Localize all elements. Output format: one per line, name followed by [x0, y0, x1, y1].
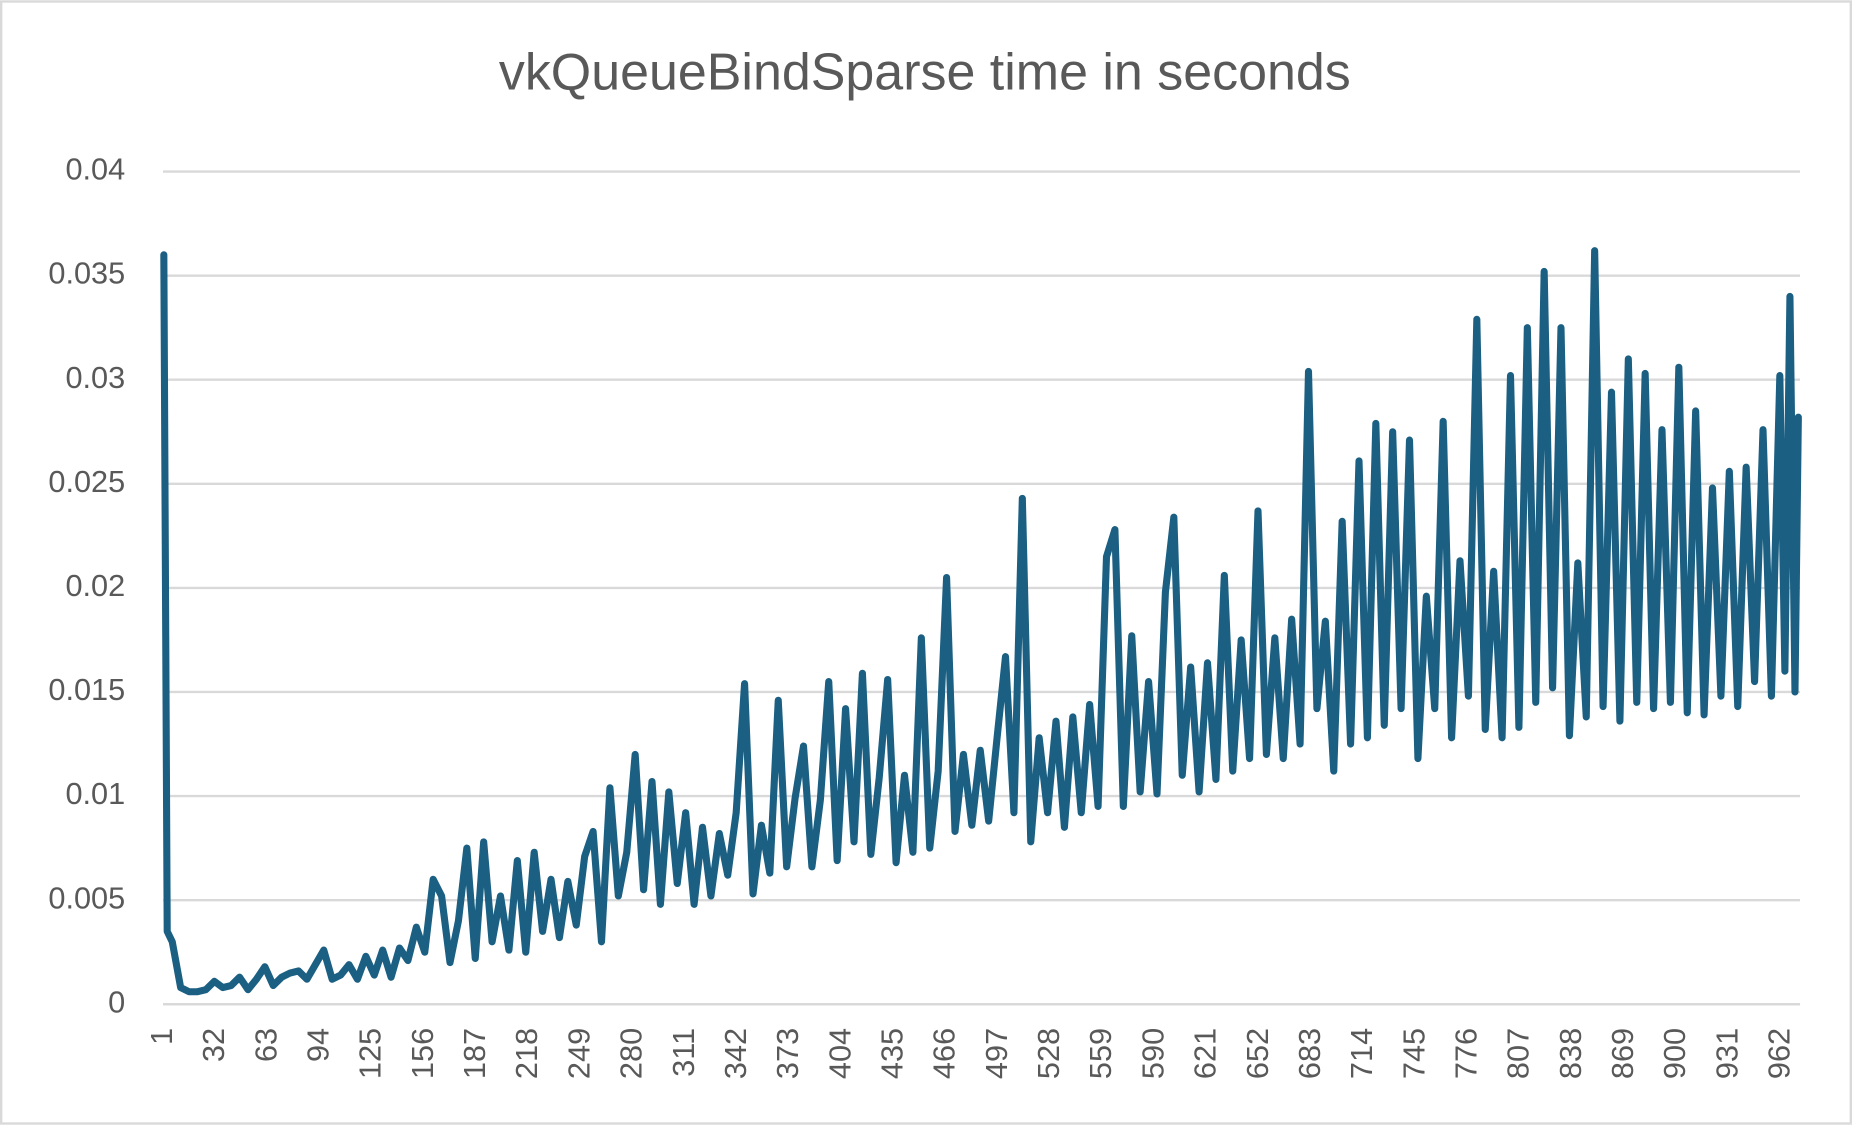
x-tick-label: 621: [1188, 1028, 1223, 1079]
x-tick-label: 528: [1031, 1028, 1066, 1079]
x-tick-label: 745: [1396, 1028, 1431, 1079]
y-tick-label: 0.025: [48, 464, 125, 499]
x-tick-label: 311: [666, 1028, 701, 1077]
x-tick-label: 249: [561, 1028, 596, 1079]
x-tick-label: 497: [979, 1028, 1014, 1079]
x-tick-label: 63: [248, 1028, 283, 1062]
y-tick-label: 0.005: [48, 880, 125, 915]
x-tick-label: 590: [1135, 1028, 1170, 1079]
x-tick-label: 807: [1501, 1028, 1536, 1079]
x-tick-label: 466: [927, 1028, 962, 1079]
x-tick-label: 776: [1449, 1028, 1484, 1079]
grid: [162, 170, 1801, 1006]
y-tick-label: 0.02: [65, 568, 125, 603]
x-tick-label: 280: [614, 1028, 649, 1079]
y-tick-label: 0.035: [48, 256, 125, 291]
x-tick-label: 218: [509, 1028, 544, 1079]
y-tick-label: 0.04: [65, 152, 125, 187]
x-tick-label: 373: [770, 1028, 805, 1079]
y-tick-label: 0.01: [65, 776, 125, 811]
x-tick-label: 559: [1083, 1028, 1118, 1079]
x-tick-label: 1: [144, 1028, 179, 1045]
x-tick-label: 125: [353, 1028, 388, 1079]
x-tick-label: 32: [196, 1028, 231, 1062]
x-tick-label: 683: [1292, 1028, 1327, 1079]
x-tick-label: 94: [300, 1028, 335, 1062]
x-tick-label: 900: [1657, 1028, 1692, 1079]
x-tick-label: 931: [1709, 1028, 1744, 1079]
chart-title: vkQueueBindSparse time in seconds: [499, 44, 1351, 102]
y-tick-label: 0.03: [65, 360, 125, 395]
plot: [160, 247, 1802, 996]
x-tick-label: 404: [822, 1028, 857, 1079]
x-tick-label: 652: [1240, 1028, 1275, 1079]
x-tick-label: 156: [405, 1028, 440, 1079]
x-tick-label: 838: [1553, 1028, 1588, 1079]
y-tick-label: 0.015: [48, 672, 125, 707]
x-tick-label: 435: [875, 1028, 910, 1079]
x-tick-label: 714: [1344, 1028, 1379, 1079]
data-line: [160, 247, 1802, 996]
x-tick-label: 962: [1762, 1028, 1797, 1079]
x-tick-label: 869: [1605, 1028, 1640, 1079]
axis-labels: 0 0.005 0.01 0.015 0.02 0.025 0.03 0.035 0.04 1 32…: [48, 152, 1796, 1079]
x-tick-label: 187: [457, 1028, 492, 1079]
y-tick-label: 0: [108, 984, 125, 1019]
x-tick-label: 342: [718, 1028, 753, 1079]
